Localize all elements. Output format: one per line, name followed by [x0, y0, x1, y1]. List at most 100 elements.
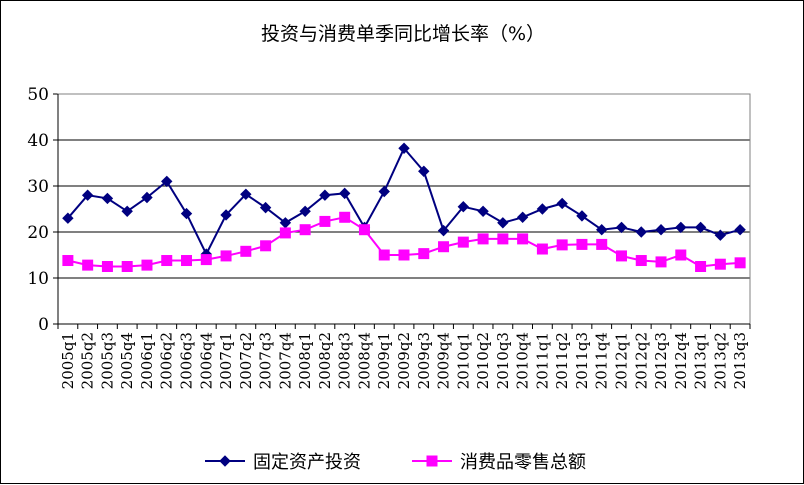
data-point-investment [516, 211, 529, 223]
data-point-retail [695, 261, 707, 272]
data-point-investment [615, 221, 628, 234]
x-tick-label: 2009q3 [415, 332, 433, 389]
data-point-retail [200, 254, 212, 266]
x-tick-label: 2011q4 [593, 332, 611, 389]
y-tick-label: 0 [38, 315, 49, 335]
data-point-investment [121, 205, 133, 218]
data-point-retail [477, 233, 489, 245]
data-point-retail [675, 249, 687, 261]
data-point-investment [161, 175, 173, 188]
legend: 固定资产投资 消费品零售总额 [205, 452, 586, 473]
legend-marker-investment [219, 455, 231, 467]
data-point-investment [141, 191, 153, 204]
data-point-investment [81, 189, 94, 201]
data-point-investment [378, 185, 390, 198]
x-tick-label: 2006q4 [197, 332, 215, 389]
data-point-retail [655, 256, 667, 268]
x-tick-label: 2007q4 [276, 332, 294, 389]
x-tick-label: 2012q1 [612, 332, 630, 389]
legend-marker-retail [426, 455, 438, 467]
x-tick-label: 2006q1 [138, 332, 156, 389]
x-tick-label: 2009q4 [435, 332, 453, 389]
x-tick-label: 2005q4 [118, 332, 136, 389]
x-tick-label: 2010q4 [514, 332, 532, 389]
data-point-retail [596, 238, 608, 250]
x-tick-label: 2013q3 [731, 332, 749, 389]
x-tick-label: 2012q2 [632, 332, 650, 389]
y-tick-label: 30 [27, 177, 49, 197]
data-point-investment [675, 221, 687, 234]
data-point-retail [734, 257, 746, 269]
x-tick-label: 2010q3 [494, 332, 512, 389]
data-point-investment [299, 205, 311, 218]
data-point-retail [82, 259, 94, 271]
x-tick-label: 2008q3 [336, 332, 354, 389]
data-point-investment [259, 201, 272, 214]
legend-label-retail: 消费品零售总额 [460, 452, 586, 473]
x-tick-label: 2009q2 [395, 332, 413, 389]
x-tick-label: 2005q1 [59, 332, 77, 389]
data-point-retail [615, 250, 627, 262]
x-tick-label: 2008q4 [355, 332, 373, 389]
data-point-retail [398, 249, 410, 261]
data-point-investment [655, 223, 667, 236]
data-point-retail [319, 215, 331, 227]
y-tick-label: 20 [27, 223, 49, 243]
data-point-retail [339, 211, 351, 223]
data-point-investment [240, 188, 252, 200]
data-point-retail [279, 227, 291, 239]
data-point-investment [220, 209, 232, 221]
x-tick-label: 2010q1 [454, 332, 472, 389]
x-tick-label: 2012q4 [672, 332, 690, 389]
data-point-investment [596, 223, 608, 236]
y-tick-label: 40 [27, 131, 49, 151]
data-point-investment [714, 229, 727, 241]
plot-background [58, 94, 750, 324]
data-point-retail [62, 255, 74, 267]
x-tick-label: 2007q3 [257, 332, 275, 389]
chart-title: 投资与消费单季同比增长率（%） [261, 23, 545, 45]
data-point-retail [418, 248, 430, 260]
data-point-investment [398, 142, 410, 154]
data-point-retail [556, 239, 568, 251]
x-tick-label: 2005q3 [98, 332, 116, 389]
x-tick-label: 2007q1 [217, 332, 235, 389]
y-tick-label: 10 [27, 269, 49, 289]
x-tick-label: 2011q2 [553, 332, 571, 389]
data-point-retail [438, 241, 450, 253]
x-tick-label: 2005q2 [79, 332, 97, 389]
data-point-retail [260, 240, 272, 252]
data-point-investment [62, 212, 74, 224]
x-tick-label: 2013q1 [692, 332, 710, 389]
data-point-investment [457, 200, 470, 213]
data-point-retail [457, 236, 469, 248]
x-tick-label: 2007q2 [237, 332, 255, 389]
data-point-retail [714, 258, 726, 270]
data-point-investment [101, 192, 114, 205]
data-point-retail [536, 243, 548, 255]
x-tick-label: 2009q1 [375, 332, 393, 389]
data-point-retail [181, 255, 193, 267]
data-point-retail [517, 233, 529, 245]
data-point-retail [121, 261, 133, 272]
data-point-investment [497, 217, 509, 229]
x-tick-label: 2011q3 [573, 332, 591, 389]
x-tick-label: 2006q3 [178, 332, 196, 389]
data-point-retail [141, 259, 153, 271]
data-point-investment [338, 187, 351, 200]
data-point-investment [536, 203, 549, 215]
x-tick-label: 2008q2 [316, 332, 334, 389]
data-point-investment [477, 205, 489, 218]
data-point-retail [497, 233, 509, 245]
x-tick-label: 2011q1 [533, 332, 551, 389]
x-tick-label: 2010q2 [474, 332, 492, 389]
x-tick-label: 2013q2 [711, 332, 729, 389]
data-point-investment [734, 223, 746, 236]
data-point-retail [299, 224, 311, 236]
data-point-investment [437, 224, 450, 237]
x-tick-label: 2012q3 [652, 332, 670, 389]
data-point-retail [101, 261, 113, 272]
